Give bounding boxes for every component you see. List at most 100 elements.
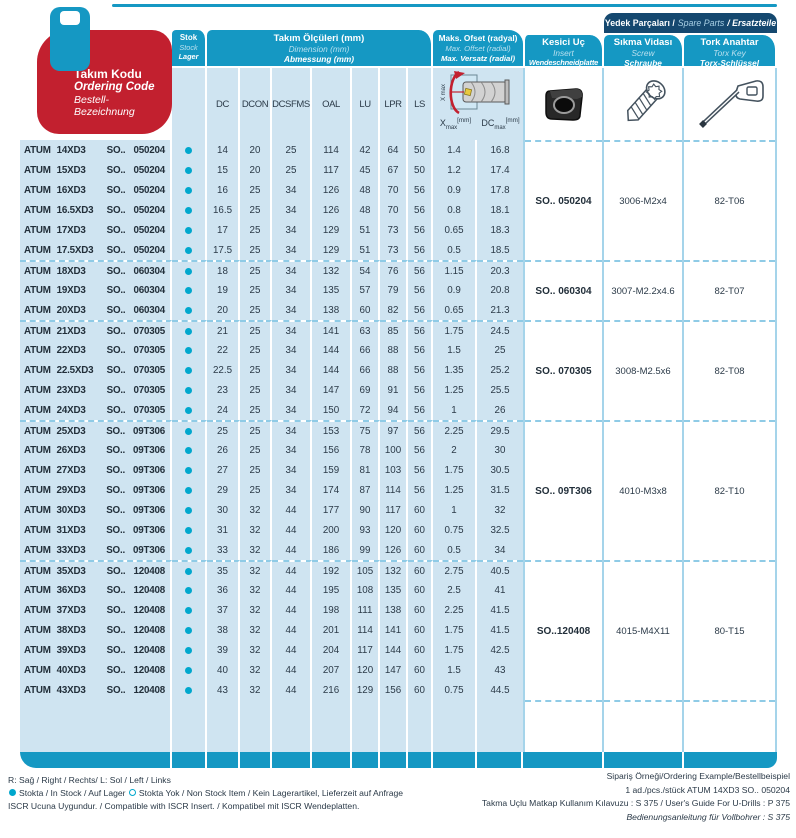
ordering-code-cell: ATUM 21XD3 SO.. 070305: [20, 320, 172, 340]
drill-offset-diagram: X max: [441, 71, 510, 115]
in-stock-dot: [185, 267, 192, 275]
table-row: ATUM 22XD3 SO.. 070305 22 25 34 144 66 88 …: [20, 340, 523, 360]
oal-cell: 141: [312, 320, 352, 340]
oal-cell: 144: [312, 340, 352, 360]
lu-cell: 54: [352, 260, 380, 280]
lu-cell: 69: [352, 380, 380, 400]
lu-cell: 45: [352, 160, 380, 180]
lu-cell: 117: [352, 640, 380, 660]
svg-text:X max: X max: [441, 84, 447, 101]
table-row: ATUM 29XD3 SO.. 09T306 29 25 34 174 87 114…: [20, 480, 523, 500]
in-stock-dot: [185, 306, 192, 314]
stock-cell: [172, 440, 207, 460]
lpr-cell: 88: [380, 360, 408, 380]
ordering-example-title: Sipariş Örneği/Ordering Example/Bestellb…: [606, 771, 790, 781]
lpr-cell: 94: [380, 400, 408, 420]
stock-cell: [172, 600, 207, 620]
ordering-code-cell: ATUM 27XD3 SO.. 09T306: [20, 460, 172, 480]
xmax-cell: 1.75: [433, 620, 477, 640]
ordering-code-cell: ATUM 35XD3 SO.. 120408: [20, 560, 172, 580]
dc-cell: 20: [207, 300, 240, 320]
dcmax-cell: 25.2: [477, 360, 523, 380]
stock-cell: [172, 240, 207, 260]
in-stock-dot: [185, 386, 192, 394]
dc-cell: 17.5: [207, 240, 240, 260]
dcsfms-cell: 34: [272, 360, 312, 380]
table-row: ATUM 40XD3 SO.. 120408 40 32 44 207 120 14…: [20, 660, 523, 680]
stock-cell: [172, 640, 207, 660]
dc-cell: 40: [207, 660, 240, 680]
ordering-code-cell: ATUM 20XD3 SO.. 060304: [20, 300, 172, 320]
dc-cell: 25: [207, 420, 240, 440]
in-stock-dot: [185, 146, 192, 154]
dcon-cell: 25: [240, 180, 272, 200]
ls-cell: 60: [408, 520, 433, 540]
oal-cell: 198: [312, 600, 352, 620]
dc-cell: 39: [207, 640, 240, 660]
torx-column-header: Tork Anahtar Torx Key Torx-Schlüssel: [684, 35, 777, 68]
dcsfms-cell: 25: [272, 140, 312, 160]
xmax-cell: 1.35: [433, 360, 477, 380]
ls-cell: 60: [408, 680, 433, 700]
ls-cell: 56: [408, 280, 433, 300]
ls-cell: 56: [408, 440, 433, 460]
dcmax-cell: 31.5: [477, 480, 523, 500]
dcsfms-cell: 44: [272, 640, 312, 660]
insert-column-header: Kesici Uç Insert Wendeschneidplatte: [523, 35, 604, 68]
dc-cell: 22: [207, 340, 240, 360]
xmax-cell: 1.5: [433, 660, 477, 680]
ordering-code-cell: ATUM 17XD3 SO.. 050204: [20, 220, 172, 240]
oal-cell: 138: [312, 300, 352, 320]
dcmax-cell: 30: [477, 440, 523, 460]
ls-cell: 60: [408, 640, 433, 660]
oal-cell: 192: [312, 560, 352, 580]
dcsfms-cell: 34: [272, 260, 312, 280]
screw-group-value: 3008-M2.5x6: [604, 320, 682, 420]
dcon-cell: 25: [240, 380, 272, 400]
xmax-cell: 2.75: [433, 560, 477, 580]
dcon-cell: 25: [240, 480, 272, 500]
lu-cell: 129: [352, 680, 380, 700]
table-row: ATUM 37XD3 SO.. 120408 37 32 44 198 111 13…: [20, 600, 523, 620]
lpr-cell: 132: [380, 560, 408, 580]
torx-column: 82-T06 82-T07 82-T08 82-T10 80-T15: [684, 68, 777, 752]
table-row: ATUM 17XD3 SO.. 050204 17 25 34 129 51 73 …: [20, 220, 523, 240]
oal-cell: 150: [312, 400, 352, 420]
dcmax-cell: 20.8: [477, 280, 523, 300]
lpr-cell: 97: [380, 420, 408, 440]
dcmax-cell: 41.5: [477, 620, 523, 640]
dcon-cell: 25: [240, 360, 272, 380]
lpr-cell: 67: [380, 160, 408, 180]
insert-group-value: SO.. 050204: [525, 140, 602, 260]
dcsfms-cell: 25: [272, 160, 312, 180]
table-row: ATUM 31XD3 SO.. 09T306 31 32 44 200 93 120…: [20, 520, 523, 540]
empty-filler-row: [20, 700, 523, 752]
ls-cell: 56: [408, 360, 433, 380]
lpr-cell: 120: [380, 520, 408, 540]
xmax-cell: 2.25: [433, 420, 477, 440]
ordering-code-cell: ATUM 39XD3 SO.. 120408: [20, 640, 172, 660]
xmax-cell: 1: [433, 500, 477, 520]
dcsfms-cell: 34: [272, 320, 312, 340]
lu-cell: 66: [352, 340, 380, 360]
dc-cell: 18: [207, 260, 240, 280]
lu-cell: 81: [352, 460, 380, 480]
ls-cell: 56: [408, 480, 433, 500]
stock-cell: [172, 620, 207, 640]
footnote-stock-legend: Stokta / In Stock / Auf Lager Stokta Yok…: [8, 787, 403, 800]
ls-cell: 56: [408, 400, 433, 420]
dcmax-cell: 29.5: [477, 420, 523, 440]
ordering-code-cell: ATUM 31XD3 SO.. 09T306: [20, 520, 172, 540]
dc-cell: 38: [207, 620, 240, 640]
table-rows: ATUM 14XD3 SO.. 050204 14 20 25 114 42 64 …: [20, 140, 523, 700]
stock-cell: [172, 540, 207, 560]
lpr-cell: 82: [380, 300, 408, 320]
xmax-cell: 1: [433, 400, 477, 420]
table-row: ATUM 38XD3 SO.. 120408 38 32 44 201 114 14…: [20, 620, 523, 640]
in-stock-dot: [185, 567, 192, 575]
col-header-dcon: DCON: [240, 68, 272, 140]
xmax-cell: 0.65: [433, 220, 477, 240]
dc-cell: 33: [207, 540, 240, 560]
lpr-cell: 138: [380, 600, 408, 620]
lpr-cell: 64: [380, 140, 408, 160]
